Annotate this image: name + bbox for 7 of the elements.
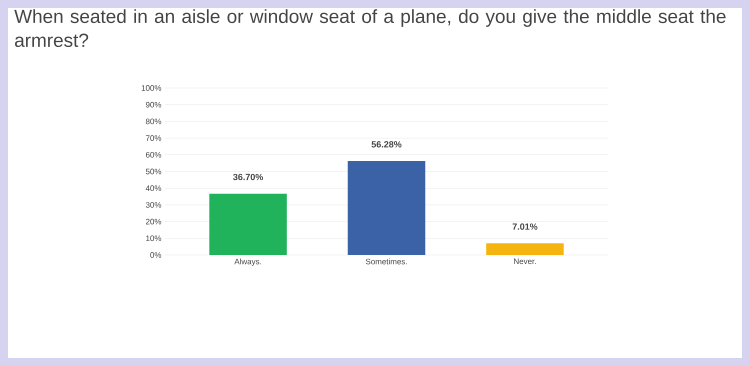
bar bbox=[348, 161, 426, 255]
bar bbox=[486, 243, 564, 255]
data-label: 7.01% bbox=[512, 223, 538, 230]
chart-title: When seated in an aisle or window seat of a plane, do you give the middle seat the armrest? bbox=[14, 9, 726, 48]
bar bbox=[209, 194, 287, 255]
data-label: 56.28% bbox=[372, 141, 402, 148]
data-label: 36.70% bbox=[233, 174, 264, 180]
